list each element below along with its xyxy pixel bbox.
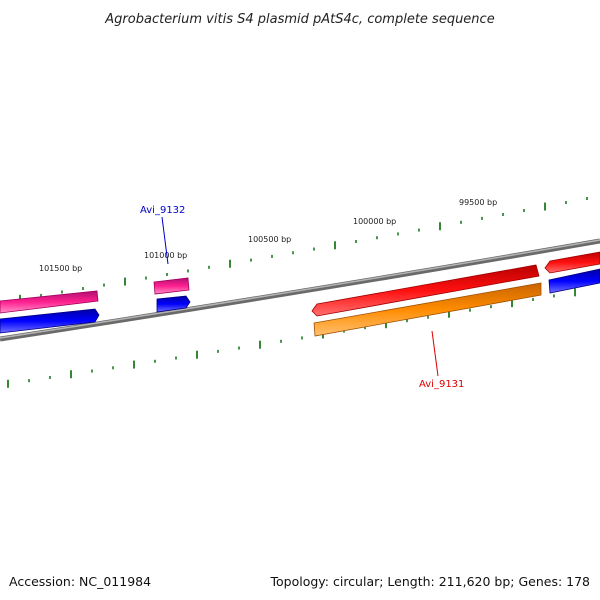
gene-blue-right[interactable] [548, 268, 600, 294]
tick-label-101500: 101500 bp [39, 264, 82, 273]
gene-avi-9132[interactable] [153, 277, 190, 295]
avi-9132-leader-line [161, 216, 169, 265]
gene-red-center[interactable] [311, 264, 540, 317]
gene-red-right[interactable] [544, 251, 600, 274]
sequence-summary-text: Topology: circular; Length: 211,620 bp; … [270, 574, 591, 589]
gene-label-avi-9131[interactable]: Avi_9131 [419, 379, 464, 390]
tick-label-100500: 100500 bp [248, 235, 291, 244]
gene-blue-left[interactable] [0, 308, 100, 334]
tick-label-100000: 100000 bp [353, 217, 396, 226]
tick-label-99500: 99500 bp [459, 198, 497, 207]
accession-text: Accession: NC_011984 [9, 574, 151, 589]
gene-label-avi-9132[interactable]: Avi_9132 [140, 205, 185, 216]
plasmid-backbone-outer [0, 238, 600, 342]
avi-9131-leader-line [431, 330, 439, 377]
tick-label-101000: 101000 bp [144, 251, 187, 260]
gene-pink-left[interactable] [0, 290, 99, 314]
map-title: Agrobacterium vitis S4 plasmid pAtS4c, c… [104, 12, 494, 27]
plasmid-backbone-highlight [0, 239, 600, 339]
gene-avi-9131[interactable] [313, 282, 542, 337]
gene-blue-small[interactable] [156, 295, 191, 313]
inner-tick-ring [7, 288, 576, 388]
outer-tick-ring [19, 197, 588, 303]
